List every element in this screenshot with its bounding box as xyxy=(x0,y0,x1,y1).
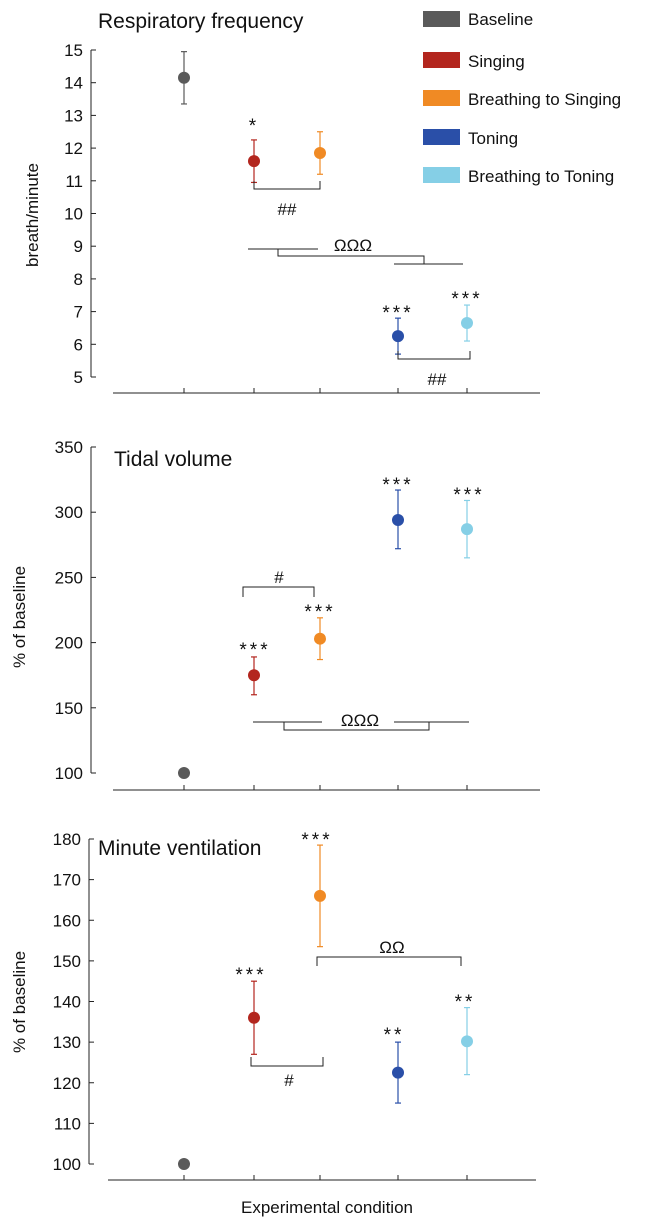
legend-swatch-baseline xyxy=(423,11,460,27)
data-point xyxy=(248,155,260,168)
comparison-label: ΩΩΩ xyxy=(341,711,379,730)
legend-label-baseline: Baseline xyxy=(468,10,533,29)
y-tick-label: 200 xyxy=(55,634,83,653)
significance-label: *** xyxy=(239,640,270,661)
comparison-bracket xyxy=(242,586,315,597)
data-point xyxy=(392,330,404,343)
significance-label: ** xyxy=(384,1025,405,1046)
y-tick-label: 110 xyxy=(54,1114,81,1133)
legend-item-toning: Toning xyxy=(423,129,518,148)
y-tick-label: 8 xyxy=(74,270,83,289)
panel-title: Respiratory frequency xyxy=(98,10,304,33)
legend-item-breathing-to-toning: Breathing to Toning xyxy=(423,167,614,186)
y-tick-label: 100 xyxy=(55,764,83,783)
comparison-bracket xyxy=(250,1057,324,1067)
data-point xyxy=(248,669,260,682)
legend-label-singing: Singing xyxy=(468,52,525,71)
legend-swatch-breathing-to-singing xyxy=(423,90,460,106)
data-point xyxy=(392,514,404,527)
significance-label: *** xyxy=(304,602,335,623)
y-tick-label: 300 xyxy=(55,503,83,522)
y-axis-label: % of baseline xyxy=(10,951,29,1053)
data-point xyxy=(461,317,473,330)
significance-label: *** xyxy=(235,965,266,986)
y-axis-label: % of baseline xyxy=(10,566,29,668)
comparison-label-background xyxy=(336,712,384,729)
legend-label-breathing-to-toning: Breathing to Toning xyxy=(468,167,614,186)
y-tick-label: 150 xyxy=(55,699,83,718)
data-point xyxy=(178,71,190,84)
data-point xyxy=(461,523,473,536)
y-tick-label: 160 xyxy=(53,911,81,930)
comparison-label: ## xyxy=(278,200,297,219)
y-tick-label: 180 xyxy=(53,830,81,849)
y-tick-label: 10 xyxy=(64,205,83,224)
comparison-bracket xyxy=(283,722,430,731)
data-point xyxy=(314,889,326,902)
panel-title: Tidal volume xyxy=(114,448,232,471)
y-tick-label: 150 xyxy=(53,952,81,971)
legend-item-breathing-to-singing: Breathing to Singing xyxy=(423,90,621,109)
y-tick-label: 350 xyxy=(55,438,83,457)
y-tick-label: 170 xyxy=(53,871,81,890)
y-tick-label: 130 xyxy=(53,1033,81,1052)
data-point xyxy=(392,1066,404,1079)
y-tick-label: 9 xyxy=(74,237,83,256)
y-tick-label: 5 xyxy=(74,368,83,387)
comparison-bracket xyxy=(253,181,321,190)
y-tick-label: 15 xyxy=(64,41,83,60)
significance-label: *** xyxy=(301,830,332,851)
significance-label: *** xyxy=(451,289,482,310)
data-point xyxy=(248,1011,260,1024)
panel-respiratory-frequency: Respiratory frequency breath/minute 5 6 7 8 9 1… xyxy=(23,10,540,394)
comparison-label-background xyxy=(329,237,377,254)
legend-item-singing: Singing xyxy=(423,52,525,71)
panel-tidal-volume: Tidal volume % of baseline 100 150 200 250 300… xyxy=(10,438,540,791)
panel-minute-ventilation: Minute ventilation % of baseline 100 110 120… xyxy=(10,830,536,1181)
legend-swatch-toning xyxy=(423,129,460,145)
significance-label: *** xyxy=(382,475,413,496)
data-point xyxy=(178,767,190,779)
legend-label-toning: Toning xyxy=(468,129,518,148)
comparison-label: # xyxy=(284,1071,294,1090)
legend-swatch-breathing-to-toning xyxy=(423,167,460,183)
y-axis-label: breath/minute xyxy=(23,163,42,267)
data-point xyxy=(314,147,326,160)
y-tick-label: 11 xyxy=(65,172,83,191)
comparison-label: ## xyxy=(428,370,447,389)
comparison-bracket xyxy=(277,249,425,264)
y-tick-label: 6 xyxy=(74,335,83,354)
comparison-label: # xyxy=(274,568,284,587)
panel-title: Minute ventilation xyxy=(98,837,261,860)
legend-label-breathing-to-singing: Breathing to Singing xyxy=(468,90,621,109)
legend-item-baseline: Baseline xyxy=(423,10,533,29)
data-point xyxy=(178,1158,190,1170)
y-tick-label: 12 xyxy=(64,139,83,158)
data-point xyxy=(461,1035,473,1048)
y-tick-label: 140 xyxy=(53,993,81,1012)
legend: Baseline Singing Breathing to Singing To… xyxy=(423,10,621,186)
y-tick-label: 250 xyxy=(55,568,83,587)
y-tick-label: 14 xyxy=(64,74,83,93)
significance-label: * xyxy=(249,116,259,137)
significance-label: ** xyxy=(455,992,476,1013)
comparison-bracket xyxy=(316,956,462,966)
comparison-label: ΩΩΩ xyxy=(334,236,372,255)
legend-swatch-singing xyxy=(423,52,460,68)
y-tick-label: 120 xyxy=(53,1074,81,1093)
significance-label: *** xyxy=(453,485,484,506)
significance-label: *** xyxy=(382,303,413,324)
y-tick-label: 100 xyxy=(53,1155,81,1174)
y-tick-label: 13 xyxy=(64,106,83,125)
comparison-label: ΩΩ xyxy=(379,938,404,957)
y-tick-label: 7 xyxy=(74,303,83,322)
data-point xyxy=(314,632,326,645)
comparison-bracket xyxy=(397,351,471,360)
x-axis-label: Experimental condition xyxy=(241,1198,413,1217)
